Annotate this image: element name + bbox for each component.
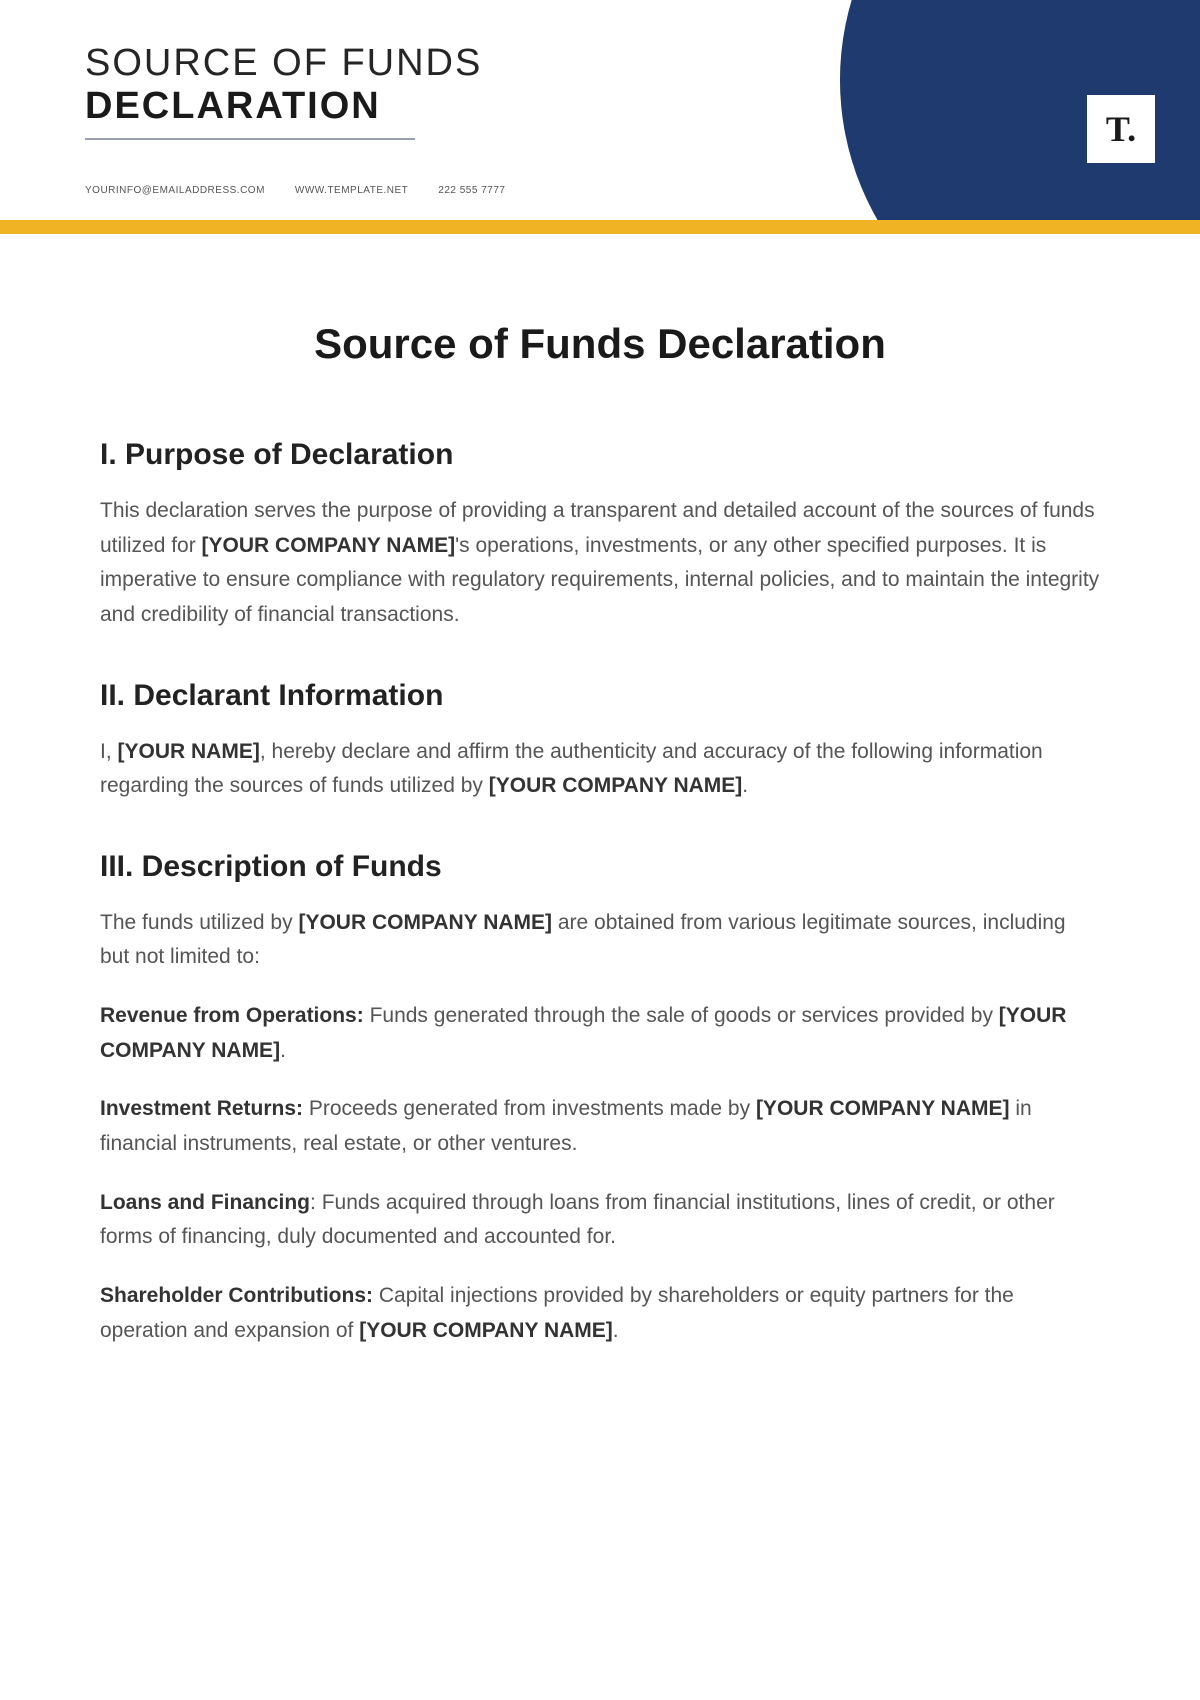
funds-item-1: Revenue from Operations: Funds generated… [100,999,1100,1068]
header-accent-bar [0,220,1200,234]
document-header: SOURCE OF FUNDS DECLARATION YOURINFO@EMA… [0,0,1200,230]
funds-item-4: Shareholder Contributions: Capital injec… [100,1279,1100,1348]
header-title-line2: DECLARATION [85,85,482,128]
contact-email: YOURINFO@EMAILADDRESS.COM [85,185,265,196]
section-2-paragraph: I, [YOUR NAME], hereby declare and affir… [100,735,1100,804]
header-underline [85,138,415,140]
placeholder-company: [YOUR COMPANY NAME] [298,911,552,934]
section-2-heading: II. Declarant Information [100,679,1100,713]
logo-text: T. [1106,108,1136,150]
text: : [310,1191,322,1214]
section-3-intro: The funds utilized by [YOUR COMPANY NAME… [100,906,1100,975]
placeholder-company: [YOUR COMPANY NAME] [756,1097,1010,1120]
contact-row: YOURINFO@EMAILADDRESS.COM WWW.TEMPLATE.N… [85,185,505,196]
placeholder-name: [YOUR NAME] [118,740,260,763]
text: Funds generated through the sale of good… [370,1004,999,1027]
logo-badge: T. [1087,95,1155,163]
item-lead: Investment Returns: [100,1097,309,1120]
item-lead: Revenue from Operations: [100,1004,370,1027]
main-title: Source of Funds Declaration [100,320,1100,368]
placeholder-company: [YOUR COMPANY NAME] [359,1319,613,1342]
document-body: Source of Funds Declaration I. Purpose o… [0,230,1200,1348]
text: I, [100,740,118,763]
section-3-heading: III. Description of Funds [100,850,1100,884]
text: Proceeds generated from investments made… [309,1097,756,1120]
contact-phone: 222 555 7777 [438,185,505,196]
contact-website: WWW.TEMPLATE.NET [295,185,408,196]
funds-item-2: Investment Returns: Proceeds generated f… [100,1092,1100,1161]
header-title-block: SOURCE OF FUNDS DECLARATION [85,42,482,140]
item-lead: Loans and Financing [100,1191,310,1214]
funds-item-3: Loans and Financing: Funds acquired thro… [100,1186,1100,1255]
placeholder-company: [YOUR COMPANY NAME] [202,534,456,557]
text: . [613,1319,619,1342]
text: The funds utilized by [100,911,298,934]
section-1-paragraph: This declaration serves the purpose of p… [100,494,1100,633]
section-1-heading: I. Purpose of Declaration [100,438,1100,472]
placeholder-company: [YOUR COMPANY NAME] [489,774,743,797]
text: . [280,1039,286,1062]
item-lead: Shareholder Contributions: [100,1284,379,1307]
header-title-line1: SOURCE OF FUNDS [85,42,482,85]
text: . [742,774,748,797]
